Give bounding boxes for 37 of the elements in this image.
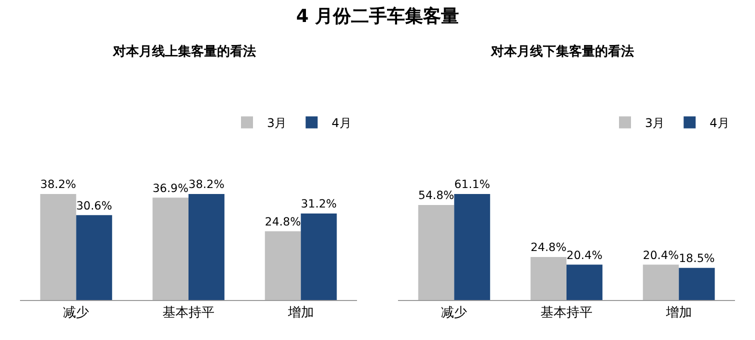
data-label: 24.8% xyxy=(530,241,567,254)
x-tick-label: 减少 xyxy=(441,306,468,321)
data-label: 38.2% xyxy=(40,178,76,192)
bar xyxy=(566,264,602,300)
bar xyxy=(76,215,112,300)
chart-subtitle: 对本月线上集客量的看法 xyxy=(112,43,256,60)
legend-label: 3月 xyxy=(645,116,665,130)
bar xyxy=(454,194,490,300)
data-label: 54.8% xyxy=(418,189,454,202)
data-label: 36.9% xyxy=(152,182,189,195)
data-label: 38.2% xyxy=(188,178,225,192)
x-tick-label: 基本持平 xyxy=(540,306,592,321)
bar xyxy=(40,194,76,300)
bar xyxy=(678,268,715,300)
data-label: 18.5% xyxy=(678,252,716,266)
data-label: 30.6% xyxy=(76,199,112,212)
bar xyxy=(418,204,454,300)
bar xyxy=(300,213,337,300)
bar xyxy=(530,257,566,300)
data-label: 20.4% xyxy=(566,248,603,262)
bar xyxy=(188,194,224,300)
bar xyxy=(642,264,679,300)
chart-title: 对本月线下集客量的看法 xyxy=(490,43,634,60)
x-tick-label: 增加 xyxy=(664,306,692,321)
bar xyxy=(152,198,188,300)
data-label: 24.8% xyxy=(264,215,302,228)
x-tick-label: 基本持平 xyxy=(162,306,214,321)
legend-label: 3月 xyxy=(267,116,287,130)
bar xyxy=(264,231,301,300)
data-label: 61.1% xyxy=(454,178,490,192)
data-label: 20.4% xyxy=(642,248,680,262)
legend-label: 4月 xyxy=(710,116,730,130)
x-tick-label: 减少 xyxy=(63,306,90,321)
x-tick-label: 增加 xyxy=(286,306,314,321)
legend-label: 4月 xyxy=(332,116,352,130)
data-label: 31.2% xyxy=(300,198,338,211)
chart-title: 4 月份二手车集客量 xyxy=(295,5,460,29)
